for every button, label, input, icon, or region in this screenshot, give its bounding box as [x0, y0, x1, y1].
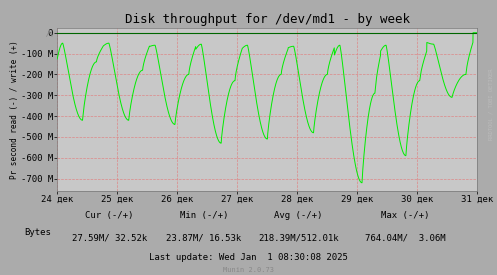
Text: Bytes: Bytes	[24, 228, 51, 237]
Text: 27.59M/ 32.52k: 27.59M/ 32.52k	[72, 233, 147, 242]
Text: 218.39M/512.01k: 218.39M/512.01k	[258, 233, 338, 242]
Text: Max (-/+): Max (-/+)	[381, 211, 429, 220]
Y-axis label: Pr second read (-) / write (+): Pr second read (-) / write (+)	[10, 40, 19, 179]
Text: Min (-/+): Min (-/+)	[179, 211, 228, 220]
Text: 764.04M/  3.06M: 764.04M/ 3.06M	[365, 233, 445, 242]
Text: Last update: Wed Jan  1 08:30:08 2025: Last update: Wed Jan 1 08:30:08 2025	[149, 253, 348, 262]
Title: Disk throughput for /dev/md1 - by week: Disk throughput for /dev/md1 - by week	[125, 13, 410, 26]
Text: Munin 2.0.73: Munin 2.0.73	[223, 267, 274, 273]
Text: Cur (-/+): Cur (-/+)	[85, 211, 134, 220]
Text: RRDTOOL / TOBI OETIKER: RRDTOOL / TOBI OETIKER	[489, 69, 494, 140]
Text: 23.87M/ 16.53k: 23.87M/ 16.53k	[166, 233, 242, 242]
Text: Avg (-/+): Avg (-/+)	[274, 211, 323, 220]
